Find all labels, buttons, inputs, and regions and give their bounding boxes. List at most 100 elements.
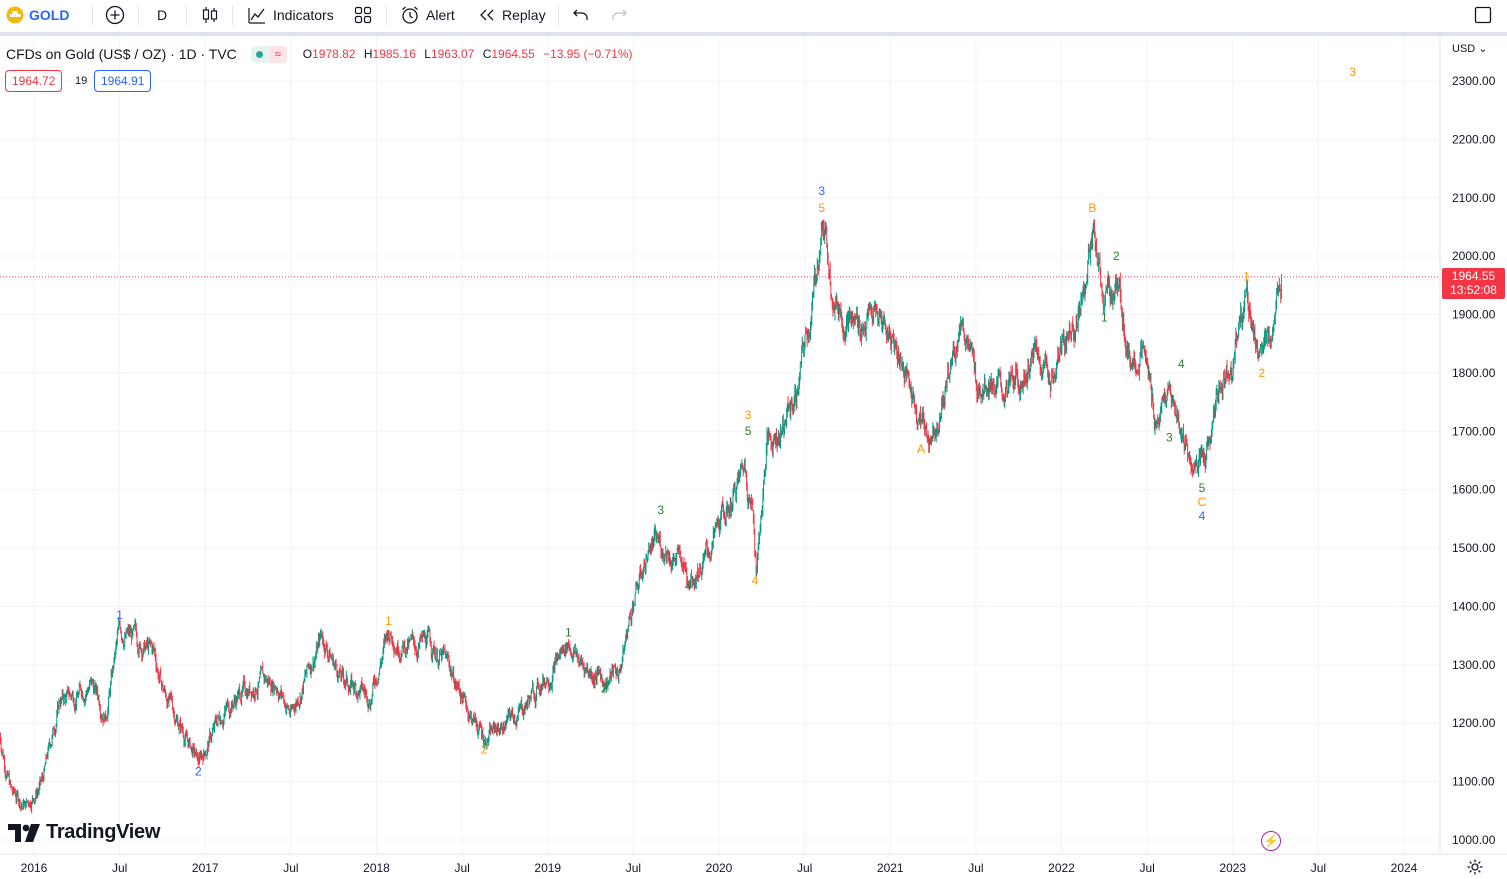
lightning-icon[interactable]: ⚡ <box>1261 831 1281 851</box>
last-price-tag: 1964.55 13:52:08 <box>1442 268 1505 299</box>
change-value: −13.95 (−0.71%) <box>543 47 633 61</box>
price-axis[interactable]: 1000.00 1100.00 1200.00 1300.00 1400.00 1500.… <box>1439 36 1496 854</box>
currency-selector[interactable]: USD ⌄ <box>1452 42 1488 55</box>
elliott-wave-label[interactable]: 3 <box>745 408 752 422</box>
symbol-label: GOLD <box>29 7 70 23</box>
time-tick-label: Jul <box>112 861 127 875</box>
toolbar-divider <box>138 6 139 25</box>
market-status[interactable]: ≈ <box>250 45 287 63</box>
tradingview-logo[interactable]: TradingView <box>8 821 160 844</box>
elliott-wave-label[interactable]: 2 <box>481 743 488 757</box>
elliott-wave-label[interactable]: 4 <box>1178 357 1185 371</box>
symbol-title[interactable]: CFDs on Gold (US$ / OZ) · 1D · TVC <box>6 46 237 62</box>
toolbar-divider <box>558 6 559 25</box>
sell-price-button[interactable]: 1964.72 <box>5 70 63 92</box>
price-tick-label: 2000.00 <box>1452 249 1496 263</box>
alert-label: Alert <box>426 7 455 23</box>
time-tick-label: Jul <box>797 861 812 875</box>
elliott-wave-label[interactable]: 4 <box>1199 509 1206 523</box>
elliott-wave-label[interactable]: 1 <box>1243 269 1250 283</box>
time-tick-label: 2018 <box>363 861 390 875</box>
price-tick-label: 1900.00 <box>1452 308 1496 322</box>
elliott-wave-label[interactable]: 4 <box>752 573 759 587</box>
indicators-button[interactable]: Indicators <box>247 0 334 30</box>
grid-lines <box>0 36 1440 854</box>
time-tick-label: Jul <box>626 861 641 875</box>
interval-label: D <box>157 7 168 23</box>
elliott-wave-label[interactable]: 3 <box>1349 65 1356 79</box>
elliott-wave-label[interactable]: 5 <box>1199 481 1206 495</box>
tradingview-logo-icon <box>8 823 40 842</box>
time-tick-label: 2021 <box>877 861 904 875</box>
time-tick-label: Jul <box>968 861 983 875</box>
fullscreen-icon <box>1474 6 1492 24</box>
settings-gear-icon[interactable] <box>1466 858 1484 876</box>
elliott-wave-label[interactable]: 3 <box>818 184 825 198</box>
buy-price-button[interactable]: 1964.91 <box>94 70 152 92</box>
close-value: 1964.55 <box>491 47 535 61</box>
candles <box>0 219 1282 814</box>
chevron-down-icon: ⌄ <box>1478 43 1488 55</box>
time-tick-label: Jul <box>454 861 469 875</box>
elliott-wave-label[interactable]: B <box>1088 201 1096 215</box>
price-tick-label: 1100.00 <box>1452 775 1495 789</box>
toolbar-divider <box>92 6 93 25</box>
elliott-wave-label[interactable]: 1 <box>565 626 572 640</box>
bar-countdown: 13:52:08 <box>1450 283 1497 297</box>
replay-icon <box>480 9 494 21</box>
indicators-icon <box>248 8 265 24</box>
redo-icon <box>612 9 627 20</box>
add-symbol-icon <box>105 5 125 25</box>
logo-text: TradingView <box>46 821 161 843</box>
elliott-wave-label[interactable]: 3 <box>1166 430 1173 444</box>
price-tick-label: 1200.00 <box>1452 716 1496 730</box>
alert-button[interactable]: Alert <box>400 0 455 30</box>
undo-button[interactable] <box>572 0 590 30</box>
spread-value: 19 <box>75 75 88 87</box>
elliott-wave-label[interactable]: 5 <box>818 201 825 215</box>
chart-legend: CFDs on Gold (US$ / OZ) · 1D · TVC ≈ O19… <box>6 44 633 64</box>
toolbar-divider <box>386 6 387 25</box>
time-tick-label: 2023 <box>1219 861 1246 875</box>
redo-button[interactable] <box>610 0 628 30</box>
time-tick-label: 2019 <box>534 861 561 875</box>
open-key: O <box>302 47 313 61</box>
elliott-wave-label[interactable]: 1 <box>385 614 392 628</box>
interval-button[interactable]: D <box>157 0 167 30</box>
currency-label: USD <box>1452 43 1476 55</box>
price-tick-label: 1800.00 <box>1452 366 1496 380</box>
price-tick-label: 2200.00 <box>1452 132 1496 146</box>
elliott-wave-label[interactable]: 2 <box>601 681 608 695</box>
toolbar-divider <box>232 6 233 25</box>
elliott-wave-label[interactable]: 3 <box>657 503 664 517</box>
elliott-wave-label[interactable]: 1 <box>116 608 123 622</box>
elliott-wave-label[interactable]: 2 <box>1259 366 1266 380</box>
chart-style-button[interactable] <box>201 0 219 30</box>
elliott-wave-label[interactable]: 2 <box>195 764 202 778</box>
elliott-wave-label[interactable]: 5 <box>745 424 752 438</box>
time-tick-label: Jul <box>1139 861 1154 875</box>
elliott-wave-label[interactable]: 1 <box>1101 311 1108 325</box>
fullscreen-button[interactable] <box>1474 0 1492 30</box>
replay-button[interactable]: Replay <box>478 0 546 30</box>
ohlc-values: O1978.82 H1985.16 L1963.07 C1964.55 −13.… <box>303 47 633 61</box>
price-tick-label: 1600.00 <box>1452 483 1496 497</box>
compare-symbol-button[interactable] <box>105 0 125 30</box>
price-tick-label: 1300.00 <box>1452 658 1496 672</box>
price-tick-label: 1000.00 <box>1452 833 1496 847</box>
time-tick-label: Jul <box>1311 861 1326 875</box>
elliott-wave-label[interactable]: C <box>1198 495 1207 509</box>
layout-button[interactable] <box>354 0 372 30</box>
symbol-search-button[interactable]: GOLD <box>6 0 69 30</box>
elliott-wave-label[interactable]: A <box>917 442 925 456</box>
gold-symbol-icon <box>6 6 24 24</box>
price-tick-label: 1400.00 <box>1452 599 1496 613</box>
elliott-wave-label[interactable]: 4 <box>685 579 692 593</box>
low-value: 1963.07 <box>430 47 475 61</box>
replay-label: Replay <box>502 7 546 23</box>
time-axis[interactable]: 2016 Jul 2017 Jul 2018 Jul 2019 Jul 2020 Jul 2021 J… <box>0 853 1507 875</box>
top-toolbar: GOLD D Indicators <box>0 0 1507 36</box>
elliott-wave-label[interactable]: 2 <box>1113 249 1120 263</box>
